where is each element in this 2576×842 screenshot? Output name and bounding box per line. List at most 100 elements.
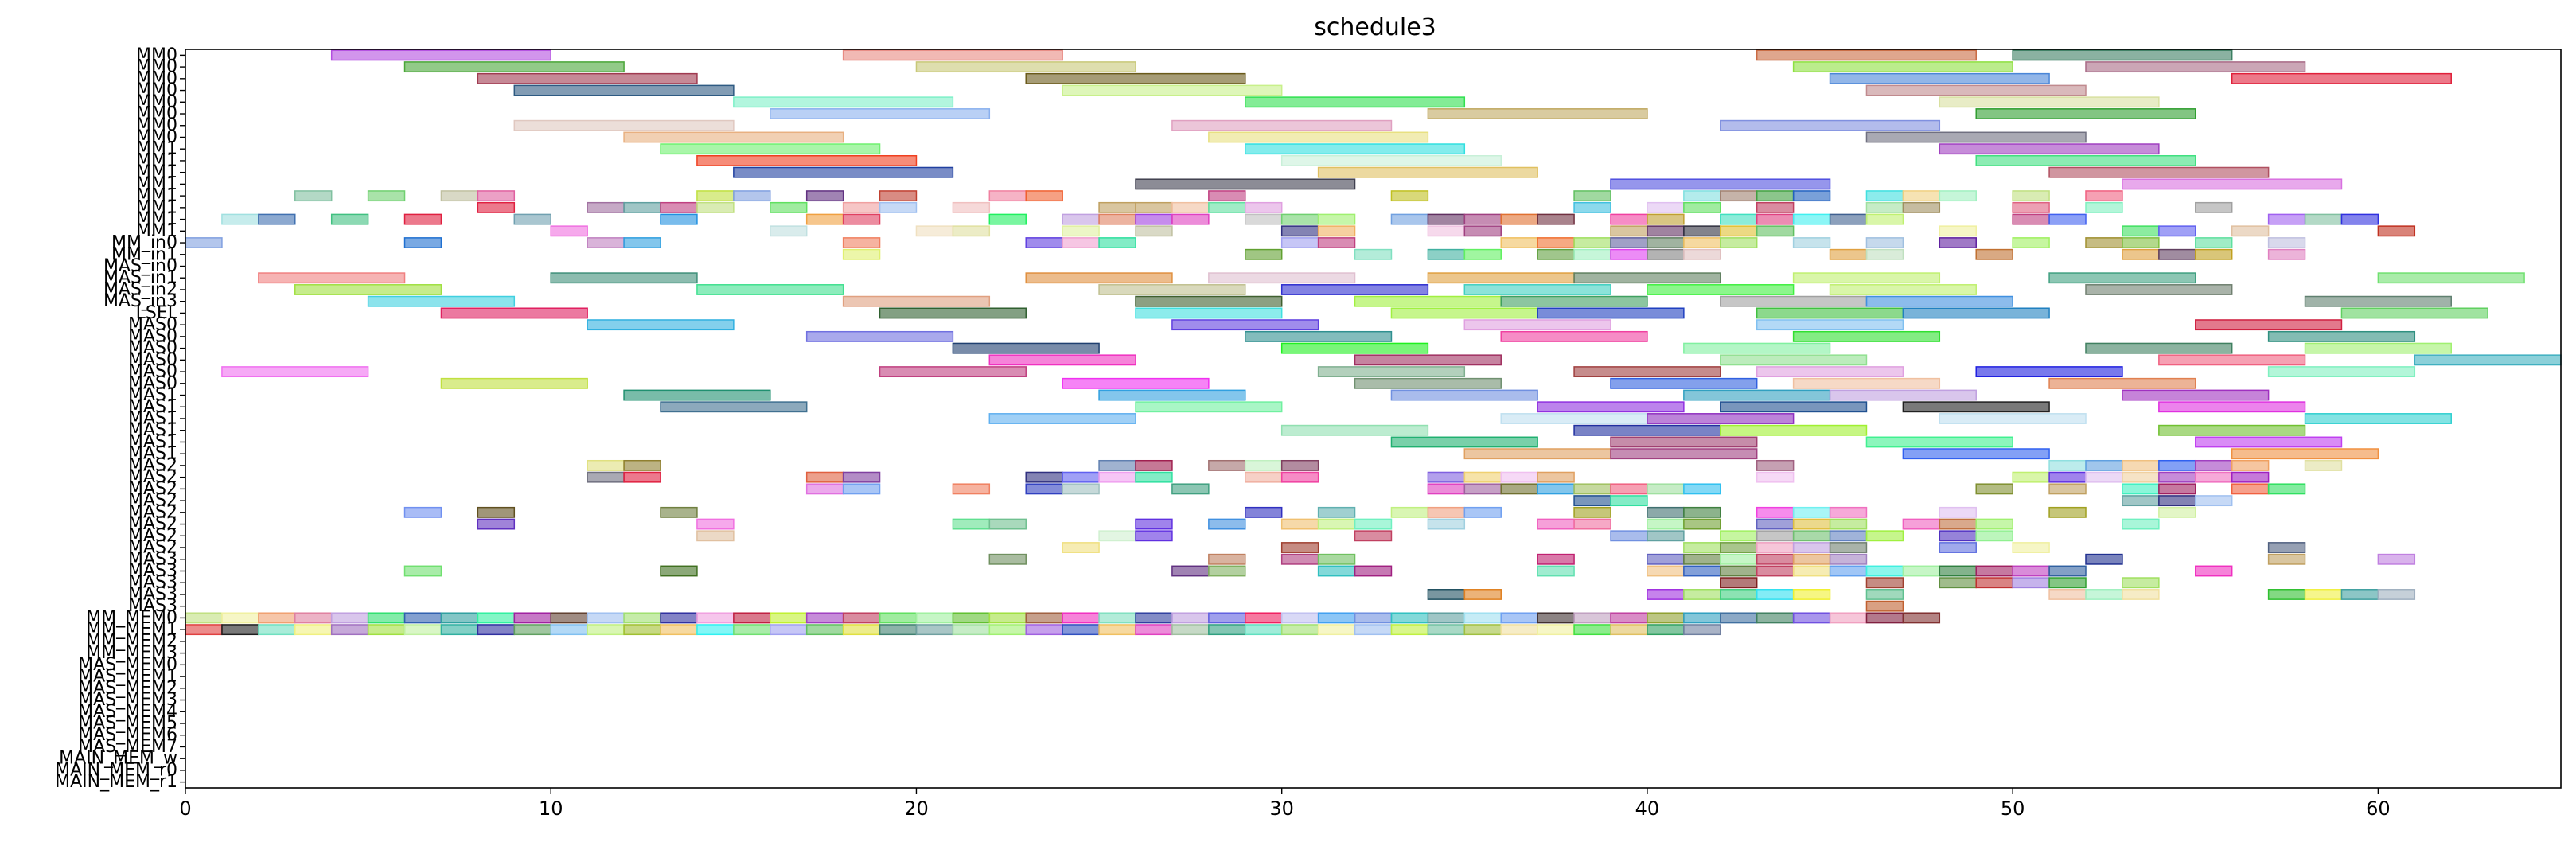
gantt-bar xyxy=(1792,237,1831,248)
gantt-bar xyxy=(1317,624,1356,636)
y-tick-label: MAIN_MEM_r1 xyxy=(55,772,177,792)
gantt-bar xyxy=(1280,213,1319,225)
gantt-bar xyxy=(1829,248,1868,260)
gantt-bar xyxy=(988,190,1027,202)
gantt-bar xyxy=(587,612,625,624)
gantt-bar xyxy=(1354,565,1393,577)
x-tick-label: 20 xyxy=(904,797,929,820)
gantt-bar xyxy=(1463,612,1502,624)
y-tick-label: MAS2 xyxy=(128,502,177,522)
gantt-bar xyxy=(2377,272,2525,284)
gantt-bar xyxy=(1208,553,1246,565)
gantt-bar xyxy=(1865,190,1904,202)
gantt-bar xyxy=(367,612,406,624)
y-tick-label: MM_MEM1 xyxy=(86,620,177,640)
gantt-bar xyxy=(1647,237,1685,248)
y-tick-label: MAS3 xyxy=(128,549,177,569)
gantt-bar xyxy=(477,506,516,518)
gantt-bar xyxy=(1756,506,1795,518)
y-tick-label: MAS0 xyxy=(128,338,177,358)
gantt-bar xyxy=(1683,248,1721,260)
gantt-bar xyxy=(2048,506,2087,518)
gantt-bar xyxy=(1792,542,1831,553)
gantt-bar xyxy=(1756,49,1977,61)
gantt-bar xyxy=(1683,190,1721,202)
gantt-bar xyxy=(2048,272,2196,284)
gantt-bar xyxy=(2304,413,2452,424)
gantt-bar xyxy=(2122,225,2160,237)
gantt-bar xyxy=(1610,436,1758,448)
gantt-bar xyxy=(988,612,1027,624)
gantt-bar xyxy=(623,612,661,624)
gantt-bar xyxy=(952,518,991,530)
gantt-bar xyxy=(1902,201,1941,213)
gantt-bar xyxy=(1756,213,1795,225)
gantt-bar xyxy=(513,84,735,96)
gantt-bar xyxy=(1647,413,1795,424)
gantt-bar xyxy=(805,213,844,225)
gantt-bar xyxy=(1939,577,1977,589)
gantt-bar xyxy=(1975,108,2196,119)
gantt-bar xyxy=(1062,542,1100,553)
gantt-bar xyxy=(1792,553,1831,565)
gantt-bar xyxy=(2267,553,2306,565)
gantt-bar xyxy=(1610,483,1648,495)
gantt-bar xyxy=(1939,96,2160,108)
gantt-bar xyxy=(1427,213,1466,225)
gantt-bar xyxy=(221,366,369,378)
gantt-bar xyxy=(1280,284,1429,295)
gantt-bar xyxy=(1829,72,2050,84)
gantt-bar xyxy=(330,49,551,61)
gantt-bar xyxy=(1975,577,2013,589)
y-tick-label: MAS3 xyxy=(128,596,177,616)
gantt-bar xyxy=(805,330,954,342)
y-tick-label: MAIN_MEM_r0 xyxy=(55,760,177,780)
gantt-bar xyxy=(477,518,516,530)
gantt-bar xyxy=(1683,342,1831,354)
gantt-bar xyxy=(1573,248,1611,260)
gantt-bar xyxy=(1647,213,1685,225)
gantt-bar xyxy=(1062,225,1100,237)
y-tick-label: MAS0 xyxy=(128,373,177,393)
gantt-bar xyxy=(2122,471,2160,483)
y-tick-label: MAS_MEM1 xyxy=(78,667,177,687)
gantt-bar xyxy=(879,307,1027,319)
gantt-bar xyxy=(879,190,918,202)
gantt-bar xyxy=(733,96,954,108)
chart-title: schedule3 xyxy=(1314,14,1436,41)
y-tick-label: MM1 xyxy=(136,139,177,159)
gantt-bar xyxy=(477,190,516,202)
gantt-bar xyxy=(1683,483,1721,495)
gantt-bar xyxy=(1208,459,1246,471)
gantt-bar xyxy=(952,483,991,495)
gantt-bar xyxy=(294,190,333,202)
gantt-bar xyxy=(696,154,918,166)
gantt-bar xyxy=(1427,225,1466,237)
gantt-bar xyxy=(2085,471,2123,483)
gantt-bar xyxy=(2085,342,2233,354)
gantt-bar xyxy=(1245,96,1466,108)
gantt-bar xyxy=(1683,506,1721,518)
gantt-bar xyxy=(1610,237,1648,248)
gantt-bar xyxy=(1975,565,2013,577)
gantt-bar xyxy=(258,272,406,284)
gantt-bar xyxy=(1647,225,1685,237)
gantt-bar xyxy=(1537,624,1575,636)
gantt-bar xyxy=(258,213,296,225)
x-tick-label: 50 xyxy=(2001,797,2025,820)
gantt-bar xyxy=(1280,553,1319,565)
gantt-bar xyxy=(1939,542,1977,553)
y-tick-label: LSEL xyxy=(136,303,178,323)
gantt-bar xyxy=(660,565,698,577)
gantt-bar xyxy=(770,612,808,624)
gantt-bar xyxy=(1317,213,1356,225)
y-tick-label: MAS_MEM6 xyxy=(78,725,177,745)
gantt-bar xyxy=(1647,518,1685,530)
y-tick-label: MAS1 xyxy=(128,385,177,405)
gantt-bar xyxy=(1902,448,2050,460)
gantt-bar xyxy=(1647,248,1685,260)
gantt-bar xyxy=(1683,225,1721,237)
gantt-bar xyxy=(2195,436,2343,448)
gantt-bar xyxy=(1610,225,1648,237)
gantt-bar xyxy=(842,237,881,248)
